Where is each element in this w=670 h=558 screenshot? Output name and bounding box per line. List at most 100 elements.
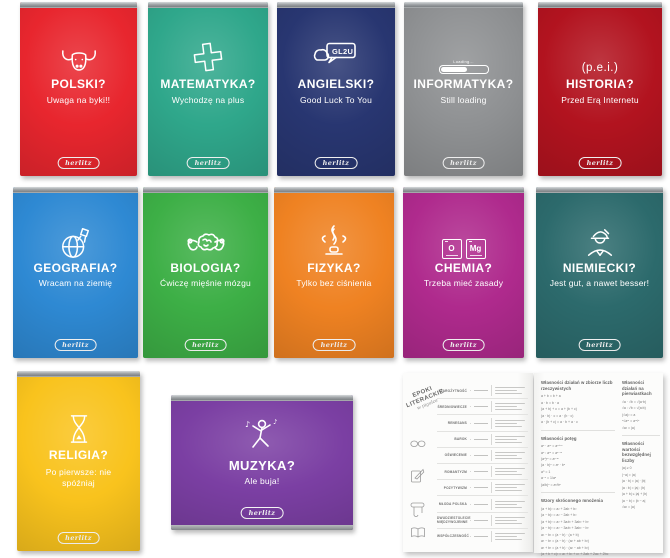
notebook-fizyka[interactable]: FIZYKA? Tylko bez ciśnienia herlitz bbox=[274, 187, 394, 358]
notebook-biologia[interactable]: BIOLOGIA? Ćwiczę mięśnie mózgu herlitz bbox=[143, 187, 268, 358]
epochs-table: STAROŻYTNOŚĆ ŚREDNIOWIECZE RENESANS BAROK OŚ… bbox=[437, 383, 528, 544]
formula-line: |−a| = |a| bbox=[622, 472, 636, 477]
progress-bar bbox=[438, 65, 489, 75]
hourglass-icon bbox=[17, 411, 140, 445]
herlitz-logo: herlitz bbox=[578, 339, 621, 351]
formula-section: Własności działań na pierwiastkach √a · … bbox=[622, 380, 660, 437]
formula-line: (a + b)³ = a³ + 3a²b + 3ab² + b³ bbox=[541, 519, 589, 524]
notebook-title: INFORMATYKA? bbox=[413, 76, 514, 91]
notebook-polski[interactable]: POLSKI? Uwaga na byki!! herlitz bbox=[20, 2, 137, 176]
progress-fill bbox=[440, 67, 468, 73]
element-tiles-icon: O Mg bbox=[403, 225, 524, 259]
notebook-title: BIOLOGIA? bbox=[170, 260, 241, 275]
notebook-subtitle: Wracam na ziemię bbox=[38, 278, 113, 289]
book-doodle-icon bbox=[410, 525, 426, 543]
formula-line: (a + b) + c = a + (b + c) bbox=[541, 407, 577, 412]
herlitz-logo-text: herlitz bbox=[450, 159, 477, 167]
herlitz-logo: herlitz bbox=[184, 339, 227, 351]
formula-line: |a : b| = |a| : |b| bbox=[622, 485, 646, 490]
epoch-name: WSPÓŁCZESNOŚĆ bbox=[437, 534, 469, 539]
notebook-chemia[interactable]: O Mg CHEMIA? Trzeba mieć zasady herlitz bbox=[403, 187, 524, 358]
formula-section: Własności potęg aⁿ · aᵐ = aⁿ⁺ᵐ aⁿ : aᵐ = … bbox=[541, 436, 615, 494]
epoch-description-lines bbox=[491, 385, 528, 397]
herlitz-logo-text: herlitz bbox=[65, 159, 92, 167]
epoch-description-lines bbox=[491, 449, 528, 461]
notebook-subtitle: Tylko bez ciśnienia bbox=[296, 278, 372, 289]
epoch-description-lines bbox=[491, 514, 528, 526]
loading-bar-icon: Loading... bbox=[404, 40, 523, 75]
epochs-page: EPOKI LITERACKIE w pigułce bbox=[403, 373, 533, 552]
element-tile-o: O bbox=[441, 238, 462, 259]
formula-line: |a + b| ≤ |a| + |b| bbox=[622, 492, 648, 497]
notebook-title: CHEMIA? bbox=[434, 260, 493, 275]
formula-line: √a² = |a| bbox=[622, 425, 635, 430]
epoch-date bbox=[470, 471, 488, 473]
epoch-name: BAROK bbox=[454, 437, 467, 442]
notebook-historia[interactable]: (p.e.i.) HISTORIA? Przed Erą Internetu h… bbox=[538, 2, 662, 176]
spiral-binding bbox=[274, 187, 394, 193]
notebook-muzyka[interactable]: ♪ ♪ MUZYKA? Ale buja! herlitz bbox=[171, 395, 353, 530]
spiral-binding bbox=[20, 2, 137, 8]
herlitz-logo: herlitz bbox=[240, 507, 284, 519]
notebook-subtitle: Przed Erą Internetu bbox=[561, 95, 639, 106]
formula-line: (a − b)³ = a³ − 3a²b + 3ab² − b³ bbox=[541, 526, 589, 531]
formula-section: Własności działań w zbiorze liczb rzeczy… bbox=[541, 380, 615, 431]
notebook-subtitle: Good Luck To You bbox=[299, 95, 373, 106]
herlitz-logo-text: herlitz bbox=[62, 341, 89, 349]
epoch-row: BAROK bbox=[437, 432, 528, 448]
herlitz-logo: herlitz bbox=[57, 532, 100, 544]
epoch-date bbox=[470, 406, 488, 408]
notebook-religia[interactable]: RELIGIA? Po pierwsze: nie spóźniaj herli… bbox=[17, 371, 140, 551]
notebook-subtitle: Wychodzę na plus bbox=[171, 95, 245, 106]
section-header: Własności wartości bezwzględnej liczby bbox=[622, 441, 651, 463]
herlitz-logo-text: herlitz bbox=[586, 159, 614, 167]
formula-line: (a + b)² = a² + 2ab + b² bbox=[541, 506, 577, 511]
herlitz-logo-text: herlitz bbox=[65, 534, 92, 542]
formula-section: Wzory skróconego mnożenia (a + b)² = a² … bbox=[541, 498, 615, 558]
epoch-row: ŚREDNIOWIECZE bbox=[437, 399, 528, 416]
epoch-description-lines bbox=[491, 466, 528, 478]
notebook-matematyka[interactable]: MATEMATYKA? Wychodzę na plus herlitz bbox=[148, 2, 268, 176]
notebook-subtitle: Uwaga na byki!! bbox=[46, 95, 111, 106]
spiral-binding bbox=[148, 2, 268, 8]
steam-icon bbox=[274, 224, 394, 259]
herlitz-logo: herlitz bbox=[314, 157, 358, 169]
spiral-binding-bottom bbox=[171, 525, 353, 530]
epoch-date bbox=[470, 503, 488, 505]
pei-text: (p.e.i.) bbox=[581, 62, 619, 75]
epoch-name: STAROŻYTNOŚĆ bbox=[438, 388, 467, 393]
formula-line: |a − b| = |b − a| bbox=[622, 498, 646, 503]
herlitz-logo: herlitz bbox=[57, 157, 100, 169]
notebook-title: HISTORIA? bbox=[565, 76, 635, 91]
epoch-row: OŚWIECENIE bbox=[437, 448, 528, 465]
formula-line: |a · b| = |a| · |b| bbox=[622, 479, 646, 484]
notebook-title: NIEMIECKI? bbox=[562, 260, 637, 275]
formula-line: a⁻ⁿ = 1/aⁿ bbox=[541, 476, 557, 481]
epoch-date bbox=[470, 487, 488, 489]
notebook-informatyka[interactable]: Loading... INFORMATYKA? Still loading he… bbox=[404, 2, 523, 176]
bubble-text: GL2U bbox=[332, 47, 354, 57]
notebook-title: RELIGIA? bbox=[48, 448, 109, 463]
epoch-row: DWUDZIESTOLECIE MIĘDZYWOJENNE bbox=[437, 513, 528, 529]
epoch-date bbox=[470, 390, 488, 392]
notebook-angielski[interactable]: GL2U ANGIELSKI? Good Luck To You herlitz bbox=[277, 2, 395, 176]
formulas-right-column: Własności działań na pierwiastkach √a · … bbox=[622, 380, 660, 547]
notebook-niemiecki[interactable]: NIEMIECKI? Jest gut, a nawet besser! her… bbox=[536, 187, 663, 358]
notebook-geografia[interactable]: GEOGRAFIA? Wracam na ziemię herlitz bbox=[13, 187, 138, 358]
formula-line: (a/b)ⁿ = aⁿ/bⁿ bbox=[541, 482, 561, 487]
epoch-name: OŚWIECENIE bbox=[444, 453, 467, 458]
epoch-name: MŁODA POLSKA bbox=[438, 501, 467, 506]
herlitz-logo-text: herlitz bbox=[192, 341, 219, 349]
spiral-binding bbox=[277, 2, 395, 8]
formula-line: √a² = |a| bbox=[622, 505, 635, 510]
notebook-subtitle: Jest gut, a nawet besser! bbox=[549, 278, 650, 289]
herlitz-logo: herlitz bbox=[442, 157, 485, 169]
epoch-description-lines bbox=[491, 433, 528, 445]
spiral-binding bbox=[536, 187, 663, 193]
herlitz-logo: herlitz bbox=[578, 157, 622, 169]
formula-line: √a : √b = √(a:b) bbox=[622, 406, 646, 411]
formula-section: Własności wartości bezwzględnej liczby |… bbox=[622, 441, 660, 515]
spiral-binding bbox=[13, 187, 138, 193]
pei-text-icon: (p.e.i.) bbox=[538, 40, 662, 74]
